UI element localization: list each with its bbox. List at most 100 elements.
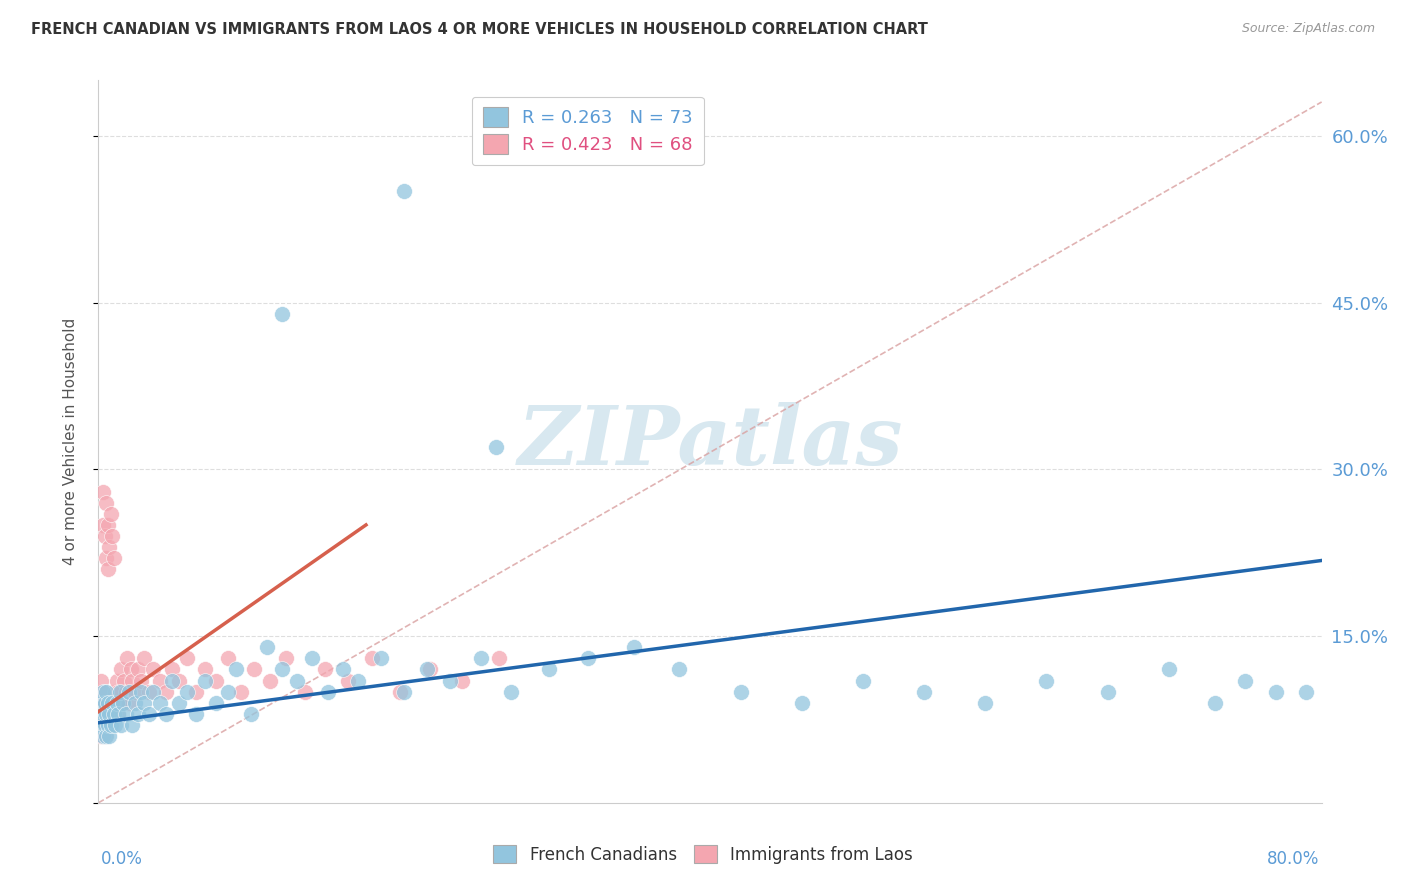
Point [138, 706, 160, 721]
Point [121, 673, 143, 688]
Point [623, 640, 645, 655]
Point [155, 706, 177, 721]
Point [94, 551, 117, 566]
Point [91, 684, 114, 698]
Point [470, 651, 492, 665]
Point [101, 696, 124, 710]
Point [1295, 684, 1317, 698]
Point [186, 684, 208, 698]
Point [90, 696, 112, 710]
Point [89, 706, 111, 721]
Point [93, 729, 115, 743]
Point [336, 673, 359, 688]
Point [301, 651, 323, 665]
Legend: French Canadians, Immigrants from Laos: French Canadians, Immigrants from Laos [486, 838, 920, 871]
Point [488, 651, 510, 665]
Point [104, 706, 127, 721]
Point [108, 684, 131, 698]
Point [120, 662, 142, 676]
Point [115, 706, 138, 721]
Point [194, 662, 217, 676]
Point [294, 684, 316, 698]
Text: FRENCH CANADIAN VS IMMIGRANTS FROM LAOS 4 OR MORE VEHICLES IN HOUSEHOLD CORRELAT: FRENCH CANADIAN VS IMMIGRANTS FROM LAOS … [31, 22, 928, 37]
Point [1234, 673, 1257, 688]
Y-axis label: 4 or more Vehicles in Household: 4 or more Vehicles in Household [63, 318, 77, 566]
Point [285, 673, 308, 688]
Point [790, 696, 813, 710]
Point [361, 651, 384, 665]
Point [370, 651, 392, 665]
Point [129, 684, 152, 698]
Text: Source: ZipAtlas.com: Source: ZipAtlas.com [1241, 22, 1375, 36]
Point [229, 684, 252, 698]
Point [217, 684, 239, 698]
Point [160, 673, 183, 688]
Point [89, 706, 111, 721]
Point [316, 684, 339, 698]
Point [392, 684, 416, 698]
Text: ZIPatlas: ZIPatlas [517, 401, 903, 482]
Point [115, 684, 138, 698]
Point [107, 684, 129, 698]
Point [105, 696, 128, 710]
Point [117, 651, 139, 665]
Point [104, 684, 127, 698]
Point [332, 662, 354, 676]
Legend: R = 0.263   N = 73, R = 0.423   N = 68: R = 0.263 N = 73, R = 0.423 N = 68 [471, 96, 704, 165]
Point [276, 651, 298, 665]
Point [90, 696, 112, 710]
Point [110, 662, 132, 676]
Point [121, 718, 143, 732]
Point [105, 673, 128, 688]
Point [217, 651, 239, 665]
Point [101, 529, 124, 543]
Point [111, 696, 134, 710]
Point [138, 684, 160, 698]
Point [730, 684, 752, 698]
Point [94, 718, 117, 732]
Point [97, 706, 120, 721]
Point [112, 673, 135, 688]
Point [124, 684, 146, 698]
Point [98, 706, 121, 721]
Point [98, 729, 121, 743]
Point [127, 706, 149, 721]
Point [91, 729, 114, 743]
Point [576, 651, 599, 665]
Point [90, 673, 112, 688]
Point [668, 662, 690, 676]
Text: 80.0%: 80.0% [1267, 850, 1319, 868]
Point [103, 706, 125, 721]
Point [105, 696, 128, 710]
Point [259, 673, 281, 688]
Point [94, 684, 117, 698]
Point [91, 484, 114, 499]
Point [451, 673, 474, 688]
Point [270, 662, 292, 676]
Point [97, 517, 120, 532]
Point [416, 662, 439, 676]
Point [97, 718, 120, 732]
Point [111, 696, 134, 710]
Point [538, 662, 561, 676]
Point [100, 507, 122, 521]
Point [98, 540, 121, 554]
Point [149, 696, 172, 710]
Point [93, 684, 115, 698]
Point [90, 729, 112, 743]
Point [97, 696, 120, 710]
Point [94, 706, 117, 721]
Point [100, 718, 122, 732]
Point [101, 718, 124, 732]
Point [107, 706, 129, 721]
Point [94, 496, 117, 510]
Point [127, 662, 149, 676]
Point [134, 651, 156, 665]
Point [110, 684, 132, 698]
Point [142, 662, 165, 676]
Point [1097, 684, 1119, 698]
Point [501, 684, 523, 698]
Point [90, 718, 112, 732]
Point [169, 673, 191, 688]
Point [110, 718, 132, 732]
